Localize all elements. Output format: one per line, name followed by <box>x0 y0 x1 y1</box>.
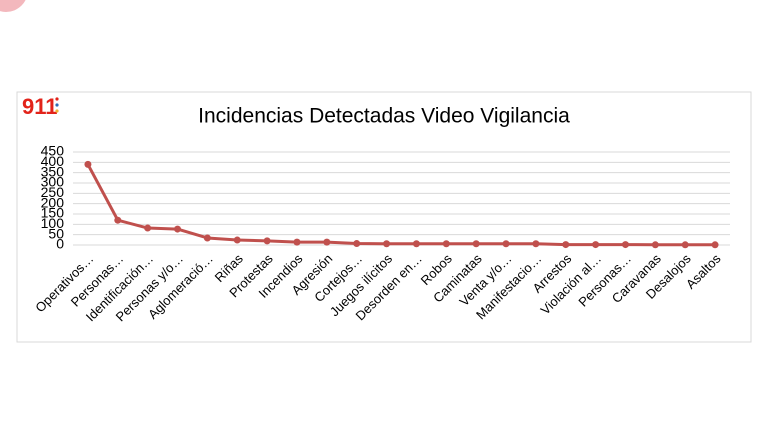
point <box>233 236 241 244</box>
point <box>353 240 361 248</box>
point <box>651 241 659 249</box>
point <box>681 241 689 249</box>
logo: 911 <box>22 94 58 119</box>
point <box>711 241 719 249</box>
point <box>472 240 480 248</box>
logo-dot <box>55 109 59 113</box>
point <box>174 225 182 233</box>
y-tick-label: 100 <box>41 215 65 231</box>
point <box>532 240 540 248</box>
y-tick-label: 350 <box>41 163 65 179</box>
point <box>84 160 92 168</box>
point <box>323 238 331 246</box>
point <box>293 238 301 246</box>
point <box>383 240 391 248</box>
point <box>502 240 510 248</box>
y-tick-label: 200 <box>41 194 65 210</box>
y-tick-label: 450 <box>41 143 65 159</box>
point <box>203 234 211 242</box>
logo-dot <box>55 97 59 101</box>
point <box>592 241 600 249</box>
y-tick-label: 0 <box>56 236 64 252</box>
y-tick-label: 300 <box>41 174 65 190</box>
y-tick-label: 250 <box>41 184 65 200</box>
y-tick-label: 400 <box>41 153 65 169</box>
logo-dot <box>55 103 59 107</box>
point <box>144 224 152 232</box>
chart-title: Incidencias Detectadas Video Vigilancia <box>198 105 570 128</box>
point <box>412 240 420 248</box>
point <box>114 216 122 224</box>
chart-frame <box>16 91 752 343</box>
point <box>263 237 271 245</box>
point <box>442 240 450 248</box>
line <box>86 163 716 247</box>
y-tick-label: 150 <box>41 205 65 221</box>
y-tick-label: 50 <box>48 225 64 241</box>
point <box>621 241 629 249</box>
point <box>562 241 570 249</box>
decoration <box>0 0 26 12</box>
